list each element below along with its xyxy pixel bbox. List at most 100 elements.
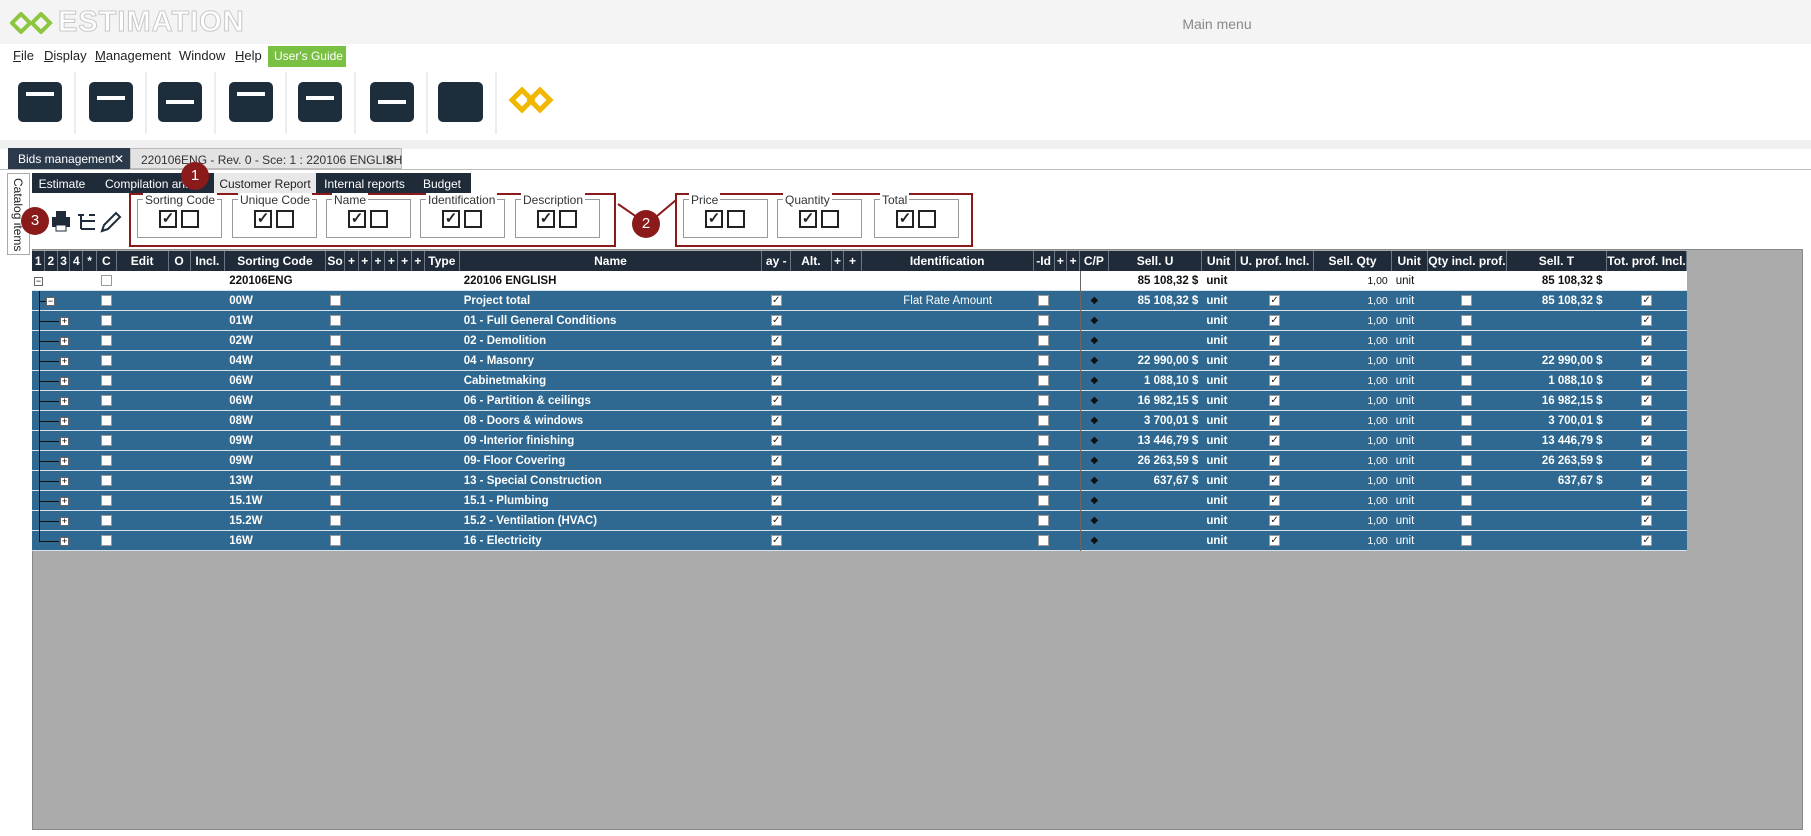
checkbox[interactable]	[1038, 515, 1050, 526]
checkbox[interactable]	[1038, 495, 1050, 506]
checkbox[interactable]	[1461, 415, 1473, 426]
users-guide-button[interactable]: User's Guide	[268, 46, 346, 67]
checkbox-checked[interactable]: ✓	[1269, 355, 1281, 366]
checkbox[interactable]	[1038, 435, 1050, 446]
checkbox[interactable]	[181, 210, 199, 228]
checkbox[interactable]	[329, 495, 341, 506]
expand-button[interactable]: −	[34, 276, 43, 286]
checkbox[interactable]	[100, 435, 112, 446]
expand-button[interactable]: +	[60, 336, 69, 346]
checkbox-checked[interactable]: ✓	[770, 455, 782, 466]
checkbox-checked[interactable]: ✓	[1641, 535, 1653, 546]
toolbar-icon[interactable]	[438, 82, 482, 122]
checkbox[interactable]	[559, 210, 577, 228]
checkbox[interactable]	[329, 415, 341, 426]
checkbox[interactable]	[1461, 435, 1473, 446]
checkbox[interactable]	[329, 535, 341, 546]
checkbox-checked[interactable]: ✓	[770, 295, 782, 306]
checkbox[interactable]	[100, 535, 112, 546]
checkbox-checked[interactable]: ✓	[1641, 315, 1653, 326]
checkbox[interactable]	[329, 475, 341, 486]
cp-icon[interactable]: ◆	[1089, 395, 1100, 407]
expand-button[interactable]: +	[60, 536, 69, 546]
toolbar-icon[interactable]	[306, 96, 334, 100]
checkbox[interactable]	[1038, 355, 1050, 366]
checkbox[interactable]	[276, 210, 294, 228]
checkbox-checked[interactable]: ✓	[770, 375, 782, 386]
close-icon[interactable]: ✕	[384, 153, 395, 167]
checkbox[interactable]	[329, 395, 341, 406]
tab[interactable]: 220106ENG - Rev. 0 - Sce: 1 : 220106 ENG…	[130, 148, 402, 169]
checkbox-checked[interactable]: ✓	[770, 515, 782, 526]
toolbar-icon[interactable]	[237, 92, 265, 96]
menu-item[interactable]: Management	[95, 48, 171, 63]
checkbox[interactable]	[1461, 475, 1473, 486]
toolbar-icon[interactable]	[166, 100, 194, 104]
report-tab[interactable]: Estimate	[38, 177, 86, 191]
checkbox[interactable]	[1461, 295, 1473, 306]
cp-icon[interactable]: ◆	[1089, 455, 1100, 467]
cp-icon[interactable]: ◆	[1089, 335, 1100, 347]
checkbox-checked[interactable]: ✓	[770, 315, 782, 326]
cp-icon[interactable]: ◆	[1089, 435, 1100, 447]
expand-button[interactable]: +	[60, 496, 69, 506]
checkbox-checked[interactable]: ✓	[1269, 295, 1281, 306]
checkbox[interactable]	[1461, 455, 1473, 466]
checkbox-checked[interactable]: ✓	[770, 435, 782, 446]
checkbox[interactable]	[100, 395, 112, 406]
toolbar-icon[interactable]	[531, 82, 575, 122]
expand-button[interactable]: +	[60, 476, 69, 486]
checkbox[interactable]	[1461, 535, 1473, 546]
checkbox-checked[interactable]: ✓	[1641, 395, 1653, 406]
checkbox-checked[interactable]: ✓	[1641, 415, 1653, 426]
checkbox-checked[interactable]: ✓	[799, 210, 817, 228]
checkbox-checked[interactable]: ✓	[1269, 455, 1281, 466]
checkbox-checked[interactable]: ✓	[1269, 315, 1281, 326]
checkbox-checked[interactable]: ✓	[1641, 515, 1653, 526]
checkbox[interactable]	[1461, 315, 1473, 326]
checkbox[interactable]	[329, 335, 341, 346]
checkbox[interactable]	[329, 455, 341, 466]
checkbox-checked[interactable]: ✓	[1269, 475, 1281, 486]
checkbox-checked[interactable]: ✓	[1641, 295, 1653, 306]
toolbar-icon[interactable]	[26, 92, 54, 96]
checkbox[interactable]	[1461, 335, 1473, 346]
checkbox[interactable]	[821, 210, 839, 228]
checkbox-checked[interactable]: ✓	[770, 355, 782, 366]
checkbox-checked[interactable]: ✓	[254, 210, 272, 228]
checkbox[interactable]	[1461, 355, 1473, 366]
checkbox[interactable]	[100, 295, 112, 306]
report-tab[interactable]: Budget	[422, 177, 462, 191]
cp-icon[interactable]: ◆	[1089, 315, 1100, 327]
checkbox[interactable]	[100, 335, 112, 346]
checkbox-checked[interactable]: ✓	[1269, 395, 1281, 406]
checkbox-checked[interactable]: ✓	[896, 210, 914, 228]
checkbox[interactable]	[329, 435, 341, 446]
toolbar-icon[interactable]	[229, 82, 273, 122]
checkbox[interactable]	[370, 210, 388, 228]
checkbox-checked[interactable]: ✓	[348, 210, 366, 228]
checkbox[interactable]	[100, 455, 112, 466]
report-tab[interactable]: Internal reports	[324, 177, 405, 191]
checkbox[interactable]	[727, 210, 745, 228]
tab[interactable]: Bids management ✕	[8, 148, 130, 169]
expand-button[interactable]: +	[60, 316, 69, 326]
checkbox-checked[interactable]: ✓	[1269, 495, 1281, 506]
checkbox[interactable]	[1038, 455, 1050, 466]
checkbox[interactable]	[100, 375, 112, 386]
checkbox-checked[interactable]: ✓	[770, 395, 782, 406]
menu-item[interactable]: File	[13, 48, 34, 63]
checkbox[interactable]	[1461, 375, 1473, 386]
toolbar-icon[interactable]	[378, 100, 406, 104]
checkbox-checked[interactable]: ✓	[1269, 535, 1281, 546]
checkbox[interactable]	[329, 375, 341, 386]
expand-button[interactable]: +	[60, 456, 69, 466]
cp-icon[interactable]: ◆	[1089, 295, 1100, 307]
checkbox[interactable]	[1038, 395, 1050, 406]
cp-icon[interactable]: ◆	[1089, 355, 1100, 367]
expand-button[interactable]: +	[60, 376, 69, 386]
expand-button[interactable]: +	[60, 436, 69, 446]
close-icon[interactable]: ✕	[113, 152, 124, 166]
cp-icon[interactable]: ◆	[1089, 415, 1100, 427]
checkbox-checked[interactable]: ✓	[770, 335, 782, 346]
